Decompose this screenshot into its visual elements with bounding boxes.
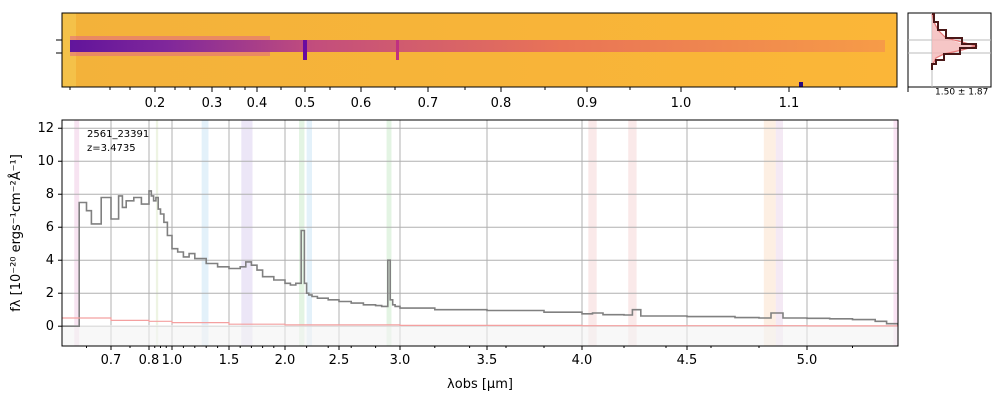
spectrum-2d-feature-1: [396, 40, 399, 60]
y-tick-label: 4: [46, 253, 54, 268]
spectrum-2d-xtick-label: 0.3: [202, 96, 223, 111]
y-axis-label: fλ [10⁻²⁰ ergs⁻¹cm⁻²Å⁻¹]: [8, 154, 24, 312]
spectrum-2d-xtick-label: 0.2: [145, 96, 166, 111]
spectrum-2d-left-noise: [62, 13, 76, 87]
profile-annotation: 1.50 ± 1.87: [935, 88, 988, 98]
y-tick-label: 10: [37, 154, 54, 169]
profile-fill: [932, 14, 976, 86]
object-id-label: 2561_23391: [87, 129, 149, 140]
highlight-band: [588, 120, 597, 346]
redshift-label: z=3.4735: [87, 143, 136, 154]
x-tick-label: 0.7: [101, 353, 122, 368]
x-tick-label: 4.5: [677, 353, 698, 368]
x-tick-label: 2.5: [329, 353, 350, 368]
y-ticks: 0 2 4 6 8 10 12: [37, 121, 62, 334]
x-tick-label: 0.8: [139, 353, 160, 368]
y-tick-label: 8: [46, 187, 54, 202]
spectrum-error-line: [62, 317, 898, 327]
highlight-band: [763, 120, 776, 346]
spectrum-2d-xtick-label: 0.6: [351, 96, 372, 111]
spectrum-2d-xtick-label: 0.4: [247, 96, 268, 111]
x-tick-label: 4.0: [572, 353, 593, 368]
below-zero-shade: [62, 325, 898, 346]
spectrum-2d-xtick-label: 0.5: [295, 96, 316, 111]
highlight-band: [306, 120, 312, 346]
x-ticks: 0.7 0.8 1.0 1.5 2.0 2.5 3.0 3.5 4.0 4.5 5.0: [86, 346, 853, 368]
x-tick-label: 3.5: [477, 353, 498, 368]
profile-panel: 1.50 ± 1.87: [907, 12, 992, 98]
x-tick-label: 3.0: [390, 353, 411, 368]
spectrum-2d-frame: [61, 12, 898, 88]
highlight-band: [893, 120, 898, 346]
highlight-band: [155, 120, 159, 346]
series-group: [62, 190, 898, 327]
spectrum-2d-xtick-label: 1.1: [779, 96, 800, 111]
spectrum-1d-frame: [61, 119, 899, 347]
x-tick-label: 5.0: [797, 353, 818, 368]
y-tick-label: 0: [46, 319, 54, 334]
spectrum-2d-trace: [70, 40, 885, 52]
highlight-band: [386, 120, 392, 346]
y-tick-label: 2: [46, 286, 54, 301]
x-tick-label: 1.0: [162, 353, 183, 368]
spectrum-2d-xtick-label: 1.0: [671, 96, 692, 111]
x-axis-label: λobs [μm]: [447, 377, 513, 392]
spectrum-1d-panel: 0 2 4 6 8 10 12 0.7 0.8 1.0 1.5 2.0 2.5 3.0 3.5 4.0 4.5…: [8, 119, 899, 392]
spectrum-flux-line: [62, 190, 898, 327]
spectrum-2d-dead-pixel: [799, 82, 803, 87]
highlight-band: [775, 120, 783, 346]
highlight-band: [201, 120, 209, 346]
highlight-band: [241, 120, 253, 346]
spectrum-2d-trace-halo-top: [70, 36, 270, 40]
profile-data-line: [931, 13, 977, 70]
x-tick-label: 2.0: [275, 353, 296, 368]
spectrum-2d-xtick-label: 0.7: [418, 96, 439, 111]
y-tick-label: 6: [46, 220, 54, 235]
x-tick-label: 1.5: [219, 353, 240, 368]
y-tick-label: 12: [37, 121, 54, 136]
spectrum-2d-feature-0: [303, 40, 307, 60]
spectrum-2d-trace-halo-bottom: [70, 52, 270, 56]
spectrum-2d-xtick-label: 0.8: [491, 96, 512, 111]
spectrum-2d-xtick-label: 0.9: [577, 96, 598, 111]
spectrum-2d-panel: 0.2 0.3 0.4 0.5 0.6 0.7 0.8 0.9 1.0 1.1: [56, 12, 898, 111]
spectrum-1d-background: [62, 120, 898, 346]
spectrum-2d-xticks: 0.2 0.3 0.4 0.5 0.6 0.7 0.8 0.9 1.0 1.1: [69, 87, 841, 111]
highlight-band: [74, 120, 80, 346]
highlight-band: [628, 120, 637, 346]
